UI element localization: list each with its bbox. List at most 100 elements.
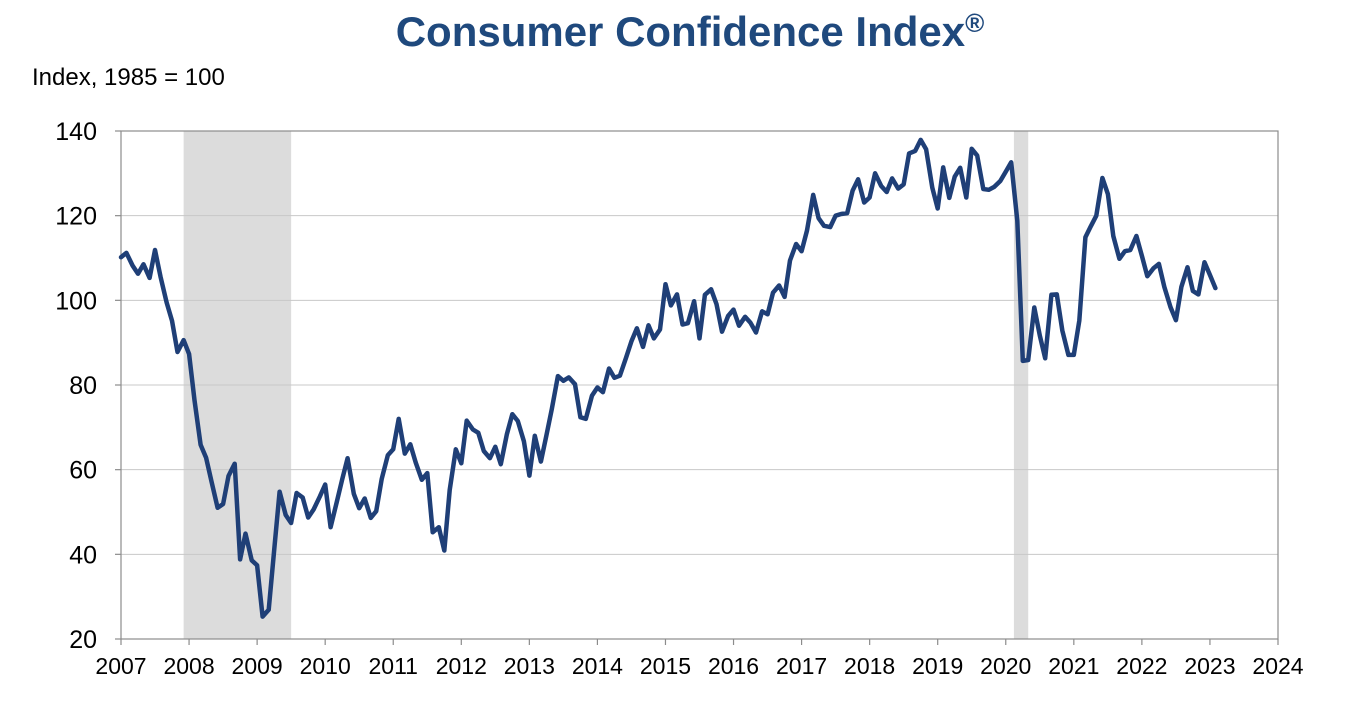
data-point-93: [647, 323, 651, 327]
data-point-1: [124, 251, 128, 255]
data-point-131: [862, 201, 866, 205]
data-point-193: [1213, 286, 1217, 290]
data-point-37: [329, 525, 333, 529]
data-point-79: [567, 375, 571, 379]
data-point-165: [1055, 292, 1059, 296]
data-point-110: [743, 315, 747, 319]
data-point-102: [698, 336, 702, 340]
data-point-191: [1203, 260, 1207, 264]
x-tick-label-2017: 2017: [776, 653, 827, 679]
data-point-24: [255, 563, 259, 567]
data-point-121: [805, 229, 809, 233]
data-point-76: [550, 407, 554, 411]
data-point-143: [930, 186, 934, 190]
data-point-47: [386, 453, 390, 457]
data-point-89: [624, 356, 628, 360]
data-point-129: [851, 189, 855, 193]
y-tick-label-40: 40: [69, 541, 97, 569]
data-point-8: [165, 300, 169, 304]
data-point-43: [363, 497, 367, 501]
x-tick-label-2015: 2015: [640, 653, 691, 679]
data-point-85: [601, 390, 605, 394]
x-tick-label-2024: 2024: [1252, 653, 1303, 679]
data-point-152: [981, 187, 985, 191]
data-point-27: [272, 549, 276, 553]
data-point-148: [958, 166, 962, 170]
data-point-179: [1134, 234, 1138, 238]
data-point-108: [732, 308, 736, 312]
data-point-29: [284, 513, 288, 517]
data-point-122: [811, 193, 815, 197]
data-point-184: [1162, 285, 1166, 289]
x-tick-label-2009: 2009: [232, 653, 283, 679]
data-point-46: [380, 477, 384, 481]
data-point-149: [964, 196, 968, 200]
series-line-consumer-confidence: [118, 137, 1218, 619]
data-point-150: [970, 147, 974, 151]
data-point-60: [459, 461, 463, 465]
x-tick-label-2012: 2012: [436, 653, 487, 679]
data-point-61: [465, 419, 469, 423]
data-point-144: [936, 207, 940, 211]
data-point-175: [1111, 234, 1115, 238]
data-point-140: [913, 149, 917, 153]
data-point-112: [754, 331, 758, 335]
data-point-180: [1140, 254, 1144, 258]
data-point-64: [482, 449, 486, 453]
data-point-111: [749, 321, 753, 325]
data-point-55: [431, 530, 435, 534]
data-point-123: [817, 216, 821, 220]
data-point-50: [403, 452, 407, 456]
data-point-162: [1038, 334, 1042, 338]
data-point-7: [159, 275, 163, 279]
data-point-86: [607, 367, 611, 371]
data-point-107: [726, 314, 730, 318]
x-tick-label-2011: 2011: [369, 653, 418, 679]
data-point-156: [1004, 170, 1008, 174]
data-point-125: [828, 225, 832, 229]
data-point-174: [1106, 192, 1110, 196]
data-point-182: [1152, 266, 1156, 270]
data-point-99: [681, 323, 685, 327]
data-point-141: [919, 138, 923, 142]
x-tick-label-2007: 2007: [95, 653, 146, 679]
y-tick-label-80: 80: [69, 372, 97, 400]
data-point-104: [709, 287, 713, 291]
data-point-118: [788, 259, 792, 263]
data-point-22: [244, 532, 248, 536]
y-tick-label-100: 100: [55, 287, 97, 315]
data-point-10: [176, 350, 180, 354]
y-tick-label-140: 140: [55, 118, 97, 146]
data-point-105: [715, 302, 719, 306]
data-point-114: [766, 312, 770, 316]
x-tick-label-2010: 2010: [300, 653, 351, 679]
data-point-94: [652, 336, 656, 340]
data-point-135: [885, 190, 889, 194]
data-point-5: [148, 276, 152, 280]
data-point-120: [800, 249, 804, 253]
data-point-74: [539, 460, 543, 464]
x-tick-label-2021: 2021: [1048, 653, 1099, 679]
data-point-88: [618, 374, 622, 378]
data-point-17: [216, 506, 220, 510]
data-point-9: [170, 319, 174, 323]
data-point-100: [686, 321, 690, 325]
data-point-158: [1015, 219, 1019, 223]
data-point-11: [182, 338, 186, 342]
data-point-80: [573, 382, 577, 386]
data-point-142: [924, 147, 928, 151]
data-point-51: [408, 442, 412, 446]
data-point-26: [267, 608, 271, 612]
data-point-177: [1123, 249, 1127, 253]
data-point-82: [584, 417, 588, 421]
data-point-45: [374, 509, 378, 513]
data-point-53: [420, 478, 424, 482]
data-point-124: [822, 224, 826, 228]
data-point-137: [896, 187, 900, 191]
y-tick-label-120: 120: [55, 203, 97, 231]
y-tick-label-60: 60: [69, 457, 97, 485]
data-point-69: [510, 412, 514, 416]
data-point-72: [527, 474, 531, 478]
x-tick-label-2014: 2014: [572, 653, 623, 679]
x-tick-label-2019: 2019: [912, 653, 963, 679]
